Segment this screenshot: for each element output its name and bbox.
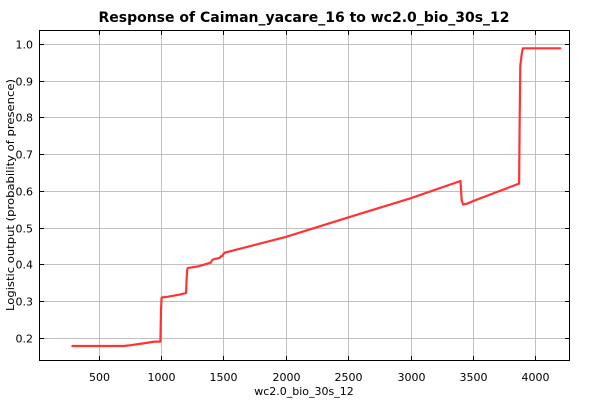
y-tick-label: 0.7 [16,149,34,162]
y-tick-label: 0.3 [16,296,34,309]
x-tick-label: 2500 [335,371,363,384]
y-tick-label: 0.9 [16,76,34,89]
chart-title: Response of Caiman_yacare_16 to wc2.0_bi… [98,10,509,26]
plot-frame [39,30,570,361]
x-tick-label: 3500 [460,371,488,384]
x-tick-label: 1500 [210,371,238,384]
y-axis-label: Logistic output (probability of presence… [4,79,17,311]
x-tick-label: 3000 [398,371,426,384]
x-tick-label: 500 [89,371,110,384]
y-tick-label: 0.2 [16,333,34,346]
x-tick-label: 1000 [148,371,176,384]
y-tick-label: 0.8 [16,112,34,125]
y-tick-label: 0.6 [16,186,34,199]
y-tick-label: 0.4 [16,259,34,272]
x-axis-label: wc2.0_bio_30s_12 [254,385,354,398]
y-tick-label: 0.5 [16,223,34,236]
y-tick-label: 1.0 [16,39,34,52]
x-tick-label: 2000 [273,371,301,384]
grid-layer [40,31,569,360]
series-layer [71,47,562,348]
x-tick-label: 4000 [522,371,550,384]
response-curve [71,47,562,348]
tick-layer: 500 1000 1500 2000 2500 3000 3500 4000 0.2 0.3 0.4… [16,31,569,384]
